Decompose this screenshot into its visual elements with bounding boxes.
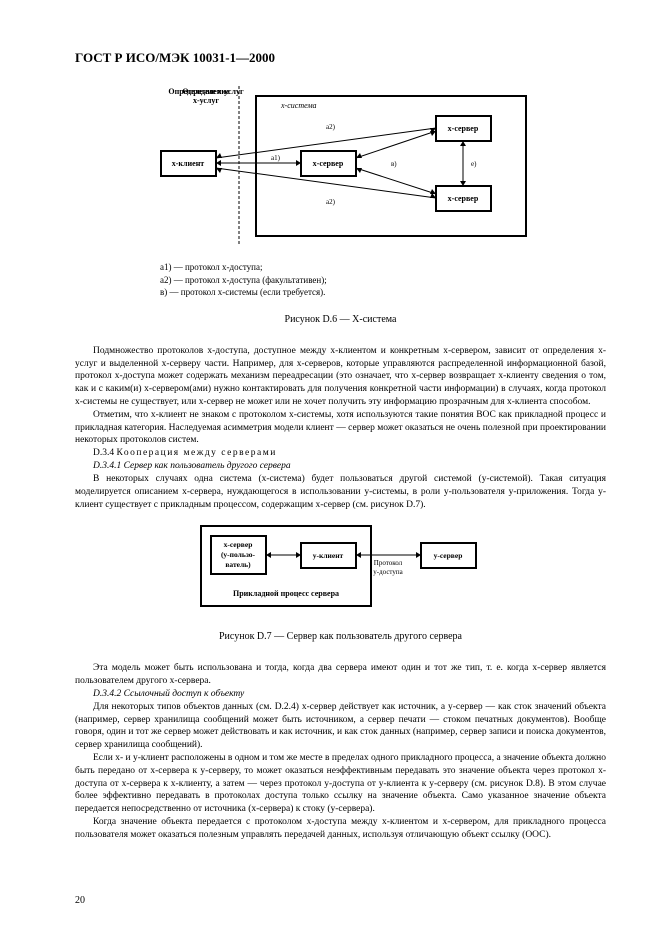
svg-text:х-сервер: х-сервер: [447, 194, 478, 203]
svg-text:а2): а2): [326, 198, 336, 206]
diagram-d7: х-сервер (у-пользо- ватель) у-клиент у-с…: [75, 521, 606, 616]
para-6: Если х- и у-клиент расположены в одном и…: [75, 752, 606, 816]
legend-v: в) — протокол х-системы (если требуется)…: [160, 286, 606, 299]
svg-text:у-сервер: у-сервер: [433, 551, 462, 560]
svg-text:х-клиент: х-клиент: [171, 159, 204, 168]
caption-d7: Рисунок D.7 — Сервер как пользователь др…: [75, 631, 606, 642]
svg-text:ватель): ватель): [225, 560, 251, 569]
svg-text:(у-пользо-: (у-пользо-: [220, 550, 255, 559]
svg-text:е): е): [471, 160, 477, 168]
svg-text:у-доступа: у-доступа: [373, 568, 403, 576]
legend-a1: а1) — протокол х-доступа;: [160, 261, 606, 274]
para-1: Подмножество протоколов х-доступа, досту…: [75, 345, 606, 409]
svg-text:х-система: х-система: [280, 101, 317, 110]
svg-text:Прикладной процесс сервера: Прикладной процесс сервера: [232, 589, 338, 598]
sec-d341: D.3.4.1 Сервер как пользователь другого …: [75, 460, 606, 473]
svg-text:а2): а2): [326, 123, 336, 131]
caption-d6: Рисунок D.6 — Х-система: [75, 314, 606, 325]
svg-text:х-сервер: х-сервер: [312, 159, 343, 168]
svg-text:х-сервер: х-сервер: [447, 124, 478, 133]
legend-d6: а1) — протокол х-доступа; а2) — протокол…: [160, 261, 606, 299]
para-7: Когда значение объекта передается с прот…: [75, 816, 606, 842]
sec-d34: D.3.4 Кооперация между серверами: [75, 447, 606, 460]
para-3: В некоторых случаях одна система (х-сист…: [75, 473, 606, 511]
document-header: ГОСТ Р ИСО/МЭК 10031-1—2000: [75, 50, 606, 66]
para-4: Эта модель может быть использована и тог…: [75, 662, 606, 688]
legend-a2: а2) — протокол х-доступа (факультативен)…: [160, 274, 606, 287]
svg-text:х-сервер: х-сервер: [223, 540, 252, 549]
para-5: Для некоторых типов объектов данных (см.…: [75, 701, 606, 752]
svg-text:Протокол: Протокол: [373, 559, 402, 567]
svg-text:у-клиент: у-клиент: [312, 551, 343, 560]
diagram-d6: Определение х-услуг Определениех-услуг х…: [75, 86, 606, 251]
sec-d342: D.3.4.2 Ссылочный доступ к объекту: [75, 688, 606, 701]
para-2: Отметим, что х-клиент не знаком с проток…: [75, 409, 606, 447]
svg-text:в): в): [391, 160, 397, 168]
page-number: 20: [75, 895, 85, 906]
svg-text:а1): а1): [271, 154, 281, 162]
svg-text:Определениех-услуг: Определениех-услуг: [182, 87, 230, 105]
